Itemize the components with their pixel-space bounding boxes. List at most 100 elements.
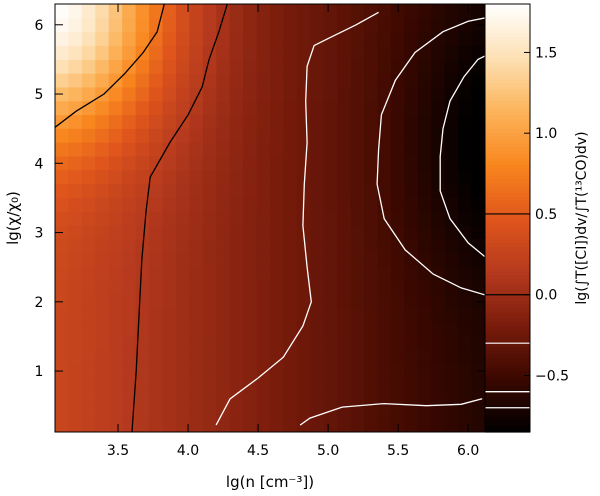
heatmap-cell — [296, 155, 311, 171]
contour-lines — [55, 4, 485, 432]
heatmap-cell — [377, 224, 392, 240]
heatmap-cell — [243, 266, 258, 281]
heatmap-cell — [404, 155, 419, 171]
heatmap-cell — [216, 197, 231, 212]
heatmap-cell — [390, 211, 405, 226]
heatmap-cell — [216, 238, 231, 254]
colorbar-segment — [485, 96, 530, 101]
colorbar-segment — [485, 360, 530, 365]
heatmap-cell — [202, 404, 217, 419]
colorbar-segment — [485, 232, 530, 237]
heatmap-cell — [390, 86, 405, 102]
heatmap-cell — [149, 31, 164, 47]
heatmap-cell — [364, 335, 379, 350]
heatmap-cell — [162, 280, 177, 295]
heatmap-cell — [270, 45, 285, 60]
heatmap-cell — [202, 197, 217, 212]
colorbar-segment — [485, 93, 530, 98]
heatmap-cell — [377, 293, 392, 309]
heatmap-cell — [296, 100, 311, 116]
heatmap-cell — [444, 376, 459, 392]
colorbar-segment — [485, 82, 530, 87]
heatmap-cell — [283, 266, 298, 281]
colorbar-segment — [485, 125, 530, 130]
heatmap-cell — [243, 349, 258, 364]
colorbar-segment — [485, 310, 530, 315]
heatmap-cell — [55, 31, 70, 47]
heatmap-cell — [283, 31, 298, 47]
heatmap-cell — [417, 169, 432, 185]
colorbar-segment — [485, 132, 530, 137]
heatmap-cell — [149, 321, 164, 336]
heatmap-cell — [270, 362, 285, 378]
heatmap-cell — [270, 197, 285, 212]
heatmap-cell — [162, 266, 177, 281]
colorbar-segment — [485, 271, 530, 276]
colorbar-segment — [485, 332, 530, 337]
heatmap-cell — [417, 238, 432, 254]
heatmap-cell — [404, 335, 419, 350]
heatmap-cell — [256, 73, 271, 88]
heatmap-cell — [55, 376, 70, 392]
heatmap-cell — [216, 169, 231, 185]
heatmap-cell — [350, 238, 365, 254]
colorbar-segment — [485, 218, 530, 223]
colorbar-axis: −0.5 0.0 0.5 1.0 1.5 — [524, 45, 569, 384]
heatmap-cell — [162, 390, 177, 405]
heatmap-cell — [310, 4, 325, 19]
heatmap-cell — [377, 238, 392, 254]
heatmap-cell — [417, 293, 432, 309]
y-tick-label: 4 — [35, 156, 44, 172]
colorbar-segment — [485, 300, 530, 305]
heatmap-cell — [189, 252, 204, 267]
heatmap-cell — [149, 390, 164, 405]
heatmap-cell — [122, 4, 137, 19]
heatmap-cell — [162, 73, 177, 88]
heatmap-cell — [149, 238, 164, 254]
heatmap-cell — [458, 293, 473, 309]
heatmap-cell — [377, 31, 392, 47]
heatmap-cell — [444, 404, 459, 419]
heatmap-cell — [256, 224, 271, 240]
heatmap-cell — [55, 252, 70, 267]
heatmap-cell — [243, 418, 258, 432]
heatmap-cell — [458, 321, 473, 336]
heatmap-cell — [458, 335, 473, 350]
x-tick-label: 4.5 — [247, 443, 269, 459]
contour-line — [215, 11, 379, 426]
heatmap-cell — [350, 335, 365, 350]
heatmap-cell — [310, 252, 325, 267]
heatmap-cell — [95, 321, 110, 336]
heatmap-cell — [337, 197, 352, 212]
heatmap-cell — [202, 293, 217, 309]
heatmap-cell — [108, 293, 123, 309]
heatmap-cell — [68, 404, 83, 419]
heatmap-cell — [189, 4, 204, 19]
heatmap-cell — [68, 390, 83, 405]
colorbar-segment — [485, 146, 530, 151]
heatmap-cell — [202, 321, 217, 336]
contour-line — [376, 17, 485, 296]
heatmap-cell — [55, 59, 70, 74]
heatmap-cell — [471, 142, 485, 157]
heatmap-cell — [323, 155, 338, 171]
heatmap-cell — [431, 266, 446, 281]
heatmap-cell — [216, 390, 231, 405]
heatmap-cell — [404, 128, 419, 143]
colorbar-segment — [485, 28, 530, 34]
heatmap-cell — [431, 349, 446, 364]
heatmap-cell — [95, 266, 110, 281]
heatmap-cell — [323, 31, 338, 47]
heatmap-cell — [296, 211, 311, 226]
heatmap-cell — [162, 293, 177, 309]
heatmap-cell — [216, 349, 231, 364]
heatmap-cell — [270, 86, 285, 102]
heatmap-cell — [323, 45, 338, 60]
colorbar-segment — [485, 225, 530, 230]
heatmap-cell — [417, 59, 432, 74]
heatmap-cell — [162, 404, 177, 419]
heatmap-cell — [283, 252, 298, 267]
heatmap-cell — [364, 280, 379, 295]
heatmap-cell — [135, 142, 150, 157]
heatmap-cell — [431, 155, 446, 171]
